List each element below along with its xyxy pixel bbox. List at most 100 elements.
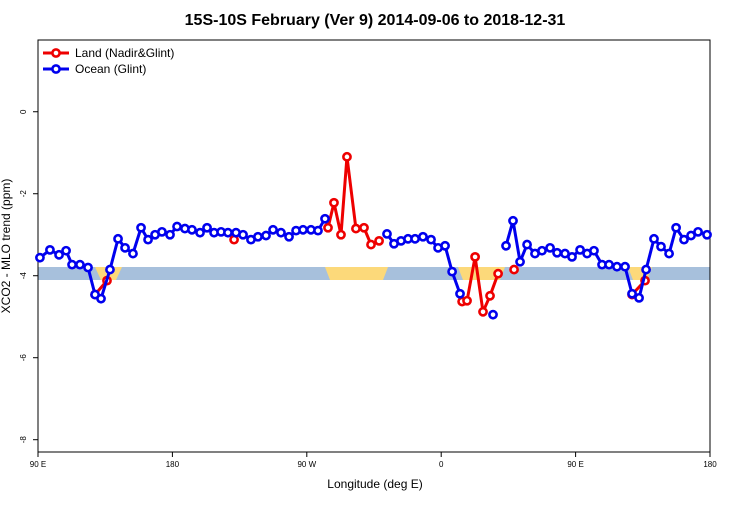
data-point — [284, 231, 294, 242]
data-point — [366, 239, 376, 250]
data-point — [67, 259, 77, 270]
chart-title: 15S-10S February (Ver 9) 2014-09-06 to 2… — [185, 12, 566, 29]
legend-label: Ocean (Glint) — [75, 62, 146, 76]
data-point — [515, 256, 525, 267]
data-point — [157, 226, 167, 237]
data-point — [641, 264, 651, 275]
data-point — [537, 245, 547, 256]
data-point — [589, 245, 599, 256]
y-tick-label: -8 — [19, 436, 28, 444]
data-point — [238, 229, 248, 240]
data-point — [693, 226, 703, 237]
data-point — [447, 266, 458, 277]
data-point — [329, 197, 339, 208]
x-tick-label: 90 E — [567, 460, 583, 469]
data-point — [223, 227, 233, 238]
y-tick-label: -2 — [19, 190, 28, 198]
x-axis-label: Longitude (deg E) — [327, 477, 422, 491]
data-point — [351, 223, 361, 234]
data-point — [567, 251, 577, 262]
data-point — [120, 242, 130, 253]
y-axis-label: XCO2 - MLO trend (ppm) — [0, 179, 13, 314]
data-point — [336, 229, 346, 240]
x-tick-label: 90 W — [297, 460, 316, 469]
data-point — [374, 235, 384, 246]
data-point — [501, 240, 511, 251]
data-point — [136, 222, 146, 233]
x-tick-label: 90 E — [30, 460, 46, 469]
y-tick-label: 0 — [19, 109, 28, 114]
data-point — [426, 234, 436, 245]
data-point — [679, 234, 689, 245]
data-point — [35, 252, 45, 263]
x-tick-label: 180 — [166, 460, 180, 469]
data-point — [276, 227, 286, 238]
data-point — [634, 292, 644, 303]
plot-layer: 90 E 180 90 W 0 90 E 180 0 -2 -4 -6 -8 Land (Nadir&… — [19, 46, 717, 469]
data-point — [54, 249, 64, 260]
data-point — [172, 221, 182, 232]
data-point — [462, 295, 472, 306]
data-point — [470, 251, 480, 262]
data-point — [96, 293, 106, 304]
data-point — [268, 224, 278, 235]
data-point — [509, 264, 519, 275]
data-point — [320, 213, 330, 224]
data-point — [656, 241, 666, 252]
legend-marker — [51, 64, 61, 74]
data-point — [488, 309, 498, 320]
data-point — [261, 230, 271, 241]
data-point — [323, 222, 333, 233]
data-point — [382, 229, 392, 239]
x-tick-label: 180 — [703, 460, 717, 469]
data-point — [61, 245, 71, 256]
data-point — [195, 227, 205, 238]
data-point — [202, 222, 212, 233]
data-point — [612, 261, 622, 272]
data-point — [418, 231, 428, 242]
land-patch — [458, 267, 505, 280]
data-point — [627, 288, 637, 299]
data-point — [575, 244, 585, 255]
data-point — [143, 234, 153, 245]
data-point — [671, 222, 682, 233]
data-point — [485, 290, 495, 301]
data-point — [298, 224, 308, 235]
data-point — [45, 244, 55, 255]
plot-frame — [37, 39, 711, 453]
series-line — [93, 155, 647, 314]
land-patch — [325, 267, 388, 280]
data-point — [493, 268, 503, 279]
data-point — [105, 264, 115, 275]
data-point — [604, 259, 614, 270]
data-point — [508, 215, 518, 226]
data-point — [664, 248, 674, 259]
data-point — [128, 248, 138, 259]
data-point — [522, 239, 532, 250]
data-point — [686, 230, 696, 241]
x-tick-label: 0 — [439, 460, 444, 469]
data-point — [113, 233, 123, 244]
data-point — [410, 233, 420, 244]
data-point — [83, 262, 93, 273]
data-point — [165, 229, 175, 240]
y-tick-label: -4 — [19, 272, 28, 280]
data-point — [359, 222, 369, 233]
data-point — [253, 231, 263, 242]
data-point — [552, 247, 562, 258]
data-point — [455, 288, 465, 299]
legend-marker — [51, 48, 61, 58]
data-point — [75, 259, 85, 270]
data-point — [342, 151, 352, 162]
data-point — [478, 306, 488, 317]
data-point — [187, 224, 197, 235]
data-point — [313, 225, 323, 236]
y-tick-label: -6 — [19, 354, 28, 362]
data-point — [649, 233, 659, 244]
data-point — [440, 240, 450, 251]
data-point — [545, 242, 555, 253]
data-point — [702, 229, 712, 240]
legend-label: Land (Nadir&Glint) — [75, 46, 174, 60]
data-point — [620, 261, 630, 272]
